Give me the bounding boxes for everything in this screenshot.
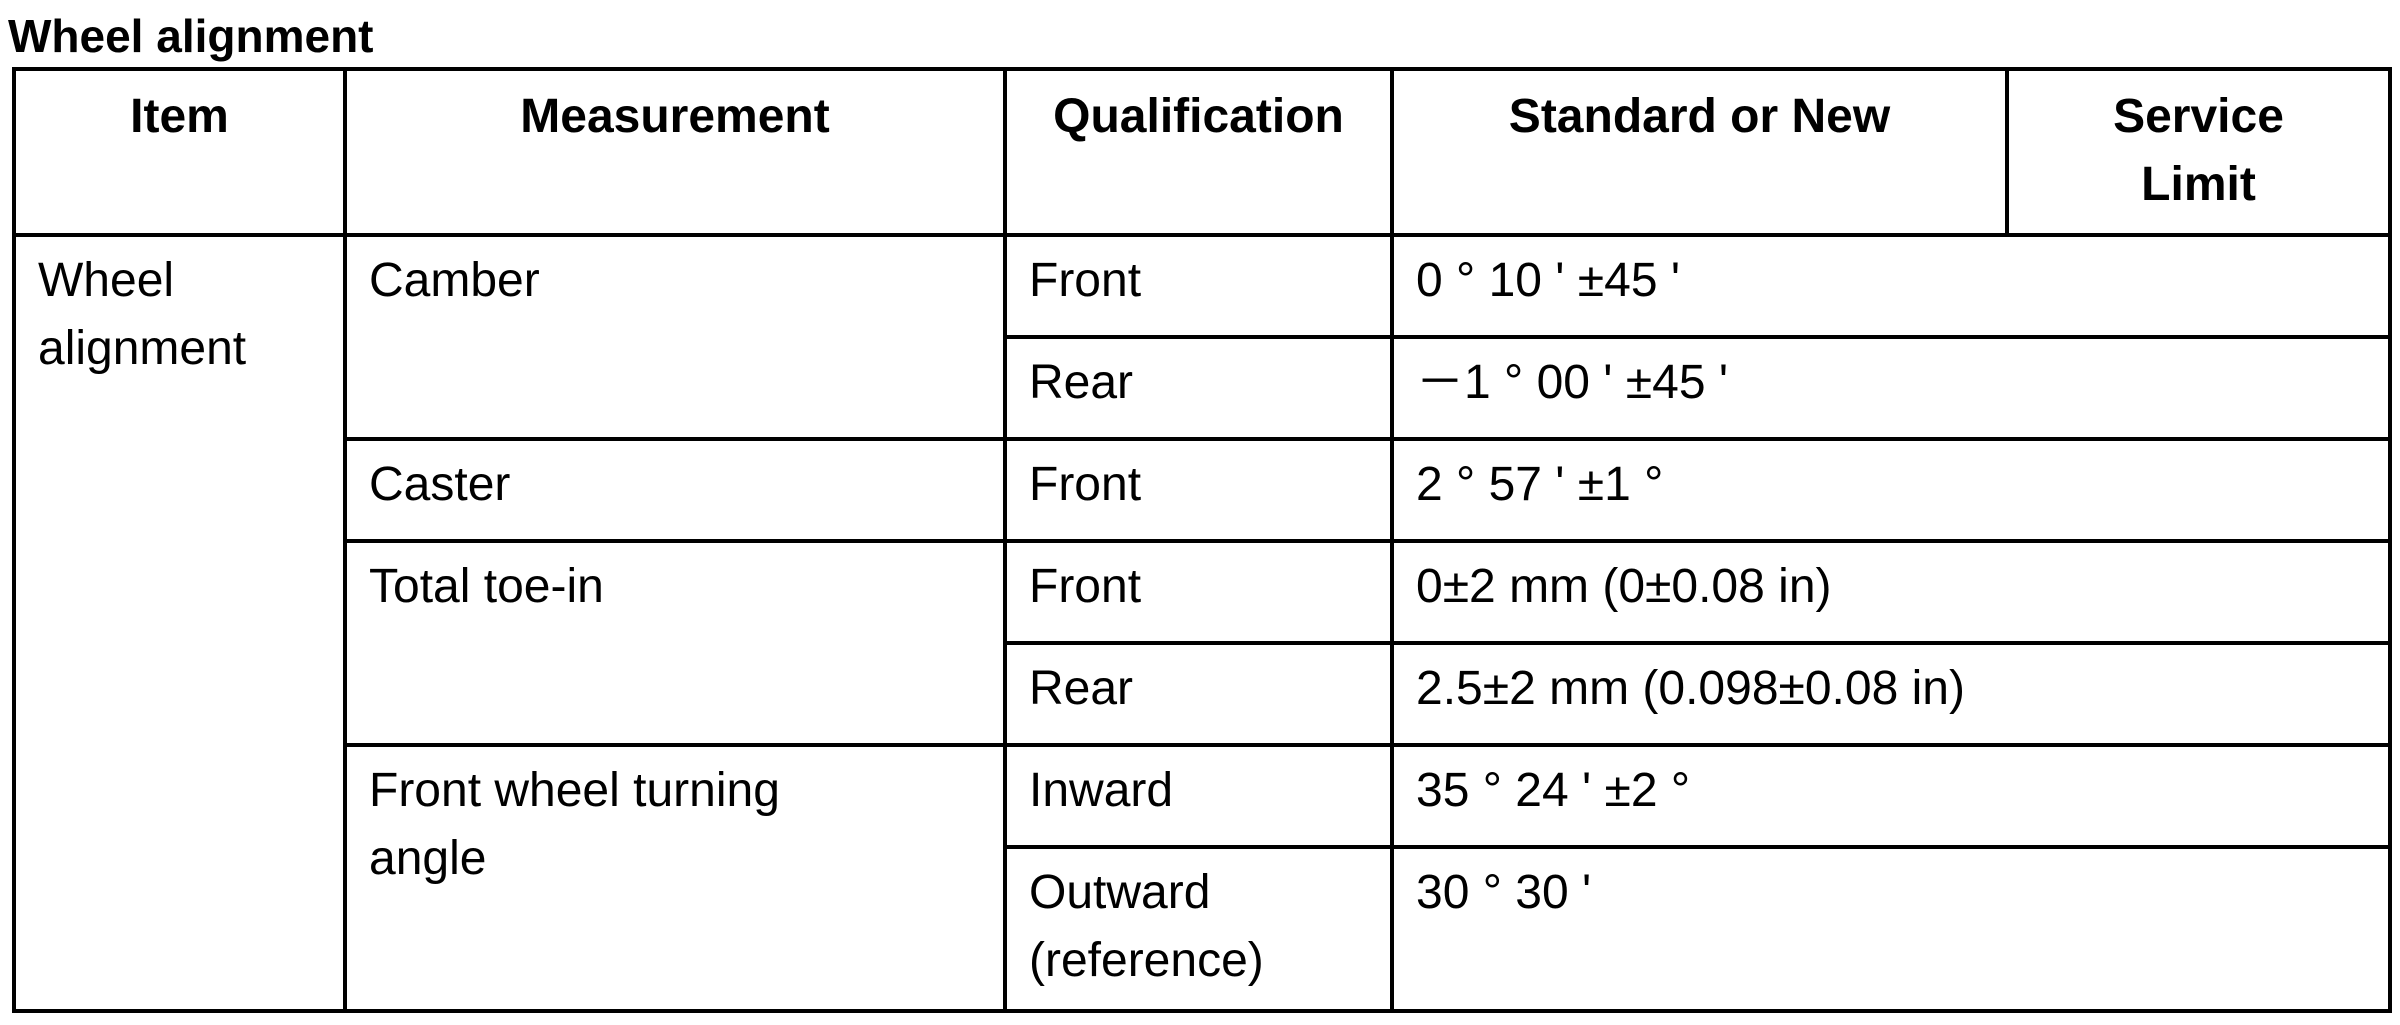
qualification-cell: Rear <box>1003 335 1394 441</box>
qualification-cell: Front <box>1003 437 1394 543</box>
header-standard: Standard or New <box>1390 67 2009 237</box>
measurement-cell: Camber <box>343 233 1007 441</box>
measurement-cell: Total toe-in <box>343 539 1007 747</box>
standard-cell: 35 ° 24 ' ±2 ° <box>1390 743 2392 849</box>
header-qualification: Qualification <box>1003 67 1394 237</box>
table-row: Rear －1 ° 00 ' ±45 ' <box>14 335 2392 441</box>
qualification-cell: Inward <box>1003 743 1394 849</box>
standard-cell: 2.5±2 mm (0.098±0.08 in) <box>1390 641 2392 747</box>
qualification-cell: Front <box>1003 539 1394 645</box>
table-row: Total toe-in Front 0±2 mm (0±0.08 in) <box>14 539 2392 747</box>
header-row: Item Measurement Qualification Standard … <box>12 67 2392 237</box>
header-service-limit: Service Limit <box>2005 67 2392 237</box>
item-cell: Wheel alignment <box>12 233 347 1013</box>
section-title: Wheel alignment <box>8 10 374 62</box>
table-row: Front wheel turning angle Inward 35 ° 24… <box>14 743 2392 1013</box>
table-row: Rear 2.5±2 mm (0.098±0.08 in) <box>14 641 2392 747</box>
standard-cell: 2 ° 57 ' ±1 ° <box>1390 437 2392 543</box>
header-item: Item <box>12 67 347 237</box>
header-measurement: Measurement <box>343 67 1007 237</box>
qualification-cell: Front <box>1003 233 1394 339</box>
standard-cell: －1 ° 00 ' ±45 ' <box>1390 335 2392 441</box>
measurement-cell: Caster <box>343 437 1007 543</box>
standard-cell: 0 ° 10 ' ±45 ' <box>1390 233 2392 339</box>
wheel-alignment-table: Item Measurement Qualification Standard … <box>12 67 2392 1013</box>
table-row: Wheel alignment Camber Front 0 ° 10 ' ±4… <box>12 233 2392 1013</box>
standard-cell: 30 ° 30 ' <box>1390 845 2392 1013</box>
standard-cell: 0±2 mm (0±0.08 in) <box>1390 539 2392 645</box>
qualification-cell: Rear <box>1003 641 1394 747</box>
table-row: Outward (reference) 30 ° 30 ' <box>14 845 2392 1013</box>
measurement-cell: Front wheel turning angle <box>343 743 1007 1013</box>
qualification-cell: Outward (reference) <box>1003 845 1394 1013</box>
table-row: Caster Front 2 ° 57 ' ±1 ° <box>14 437 2392 543</box>
